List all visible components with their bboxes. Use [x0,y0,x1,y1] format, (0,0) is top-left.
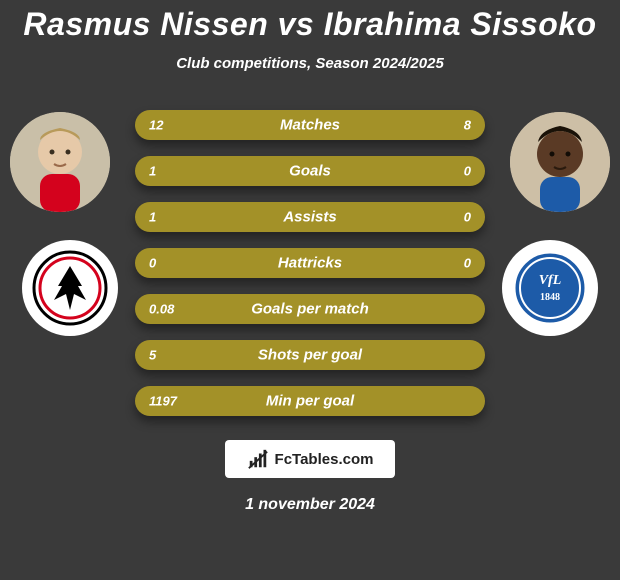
chart-icon [247,448,269,470]
stat-left-value: 0.08 [149,302,174,317]
vfl-crest-icon: VfL 1848 [510,248,590,328]
stat-label: Shots per goal [258,347,362,364]
svg-text:1848: 1848 [540,292,560,303]
stat-bar: 1197 Min per goal [135,386,485,416]
face-placeholder-icon [10,112,110,212]
stat-bar: 0 Hattricks 0 [135,248,485,278]
page-title: Rasmus Nissen vs Ibrahima Sissoko [0,0,620,43]
stat-left-value: 5 [149,348,156,363]
subtitle: Club competitions, Season 2024/2025 [0,55,620,72]
stat-left-value: 12 [149,118,163,133]
stat-bar: 0.08 Goals per match [135,294,485,324]
stat-label: Goals per match [251,301,369,318]
stat-bar: 1 Goals 0 [135,156,485,186]
stat-right-value: 8 [464,118,471,133]
stat-bar: 1 Assists 0 [135,202,485,232]
eagle-crest-icon [30,248,110,328]
club-left-badge [22,240,118,336]
stat-left-value: 1 [149,210,156,225]
footer: FcTables.com [0,440,620,478]
brand-logo: FcTables.com [225,440,395,478]
stat-left-value: 1197 [149,394,177,409]
stat-bar: 12 Matches 8 [135,110,485,140]
date-label: 1 november 2024 [0,496,620,514]
face-placeholder-icon [510,112,610,212]
stat-right-value: 0 [464,256,471,271]
brand-text: FcTables.com [275,451,374,468]
stat-label: Hattricks [278,255,342,272]
stat-right-value: 0 [464,210,471,225]
stat-right-value: 0 [464,164,471,179]
stat-left-value: 1 [149,164,156,179]
club-right-badge: VfL 1848 [502,240,598,336]
stat-label: Matches [280,117,340,134]
stat-bar: 5 Shots per goal [135,340,485,370]
player-right-avatar [510,112,610,212]
stat-label: Min per goal [266,393,354,410]
stat-left-value: 0 [149,256,156,271]
player-left-avatar [10,112,110,212]
stat-label: Goals [289,163,331,180]
stat-bars: 12 Matches 8 1 Goals 0 1 Assists 0 0 Hat… [135,100,485,416]
comparison-content: VfL 1848 12 Matches 8 1 Goals 0 1 Assist… [0,100,620,440]
stat-label: Assists [283,209,336,226]
svg-text:VfL: VfL [539,273,562,288]
